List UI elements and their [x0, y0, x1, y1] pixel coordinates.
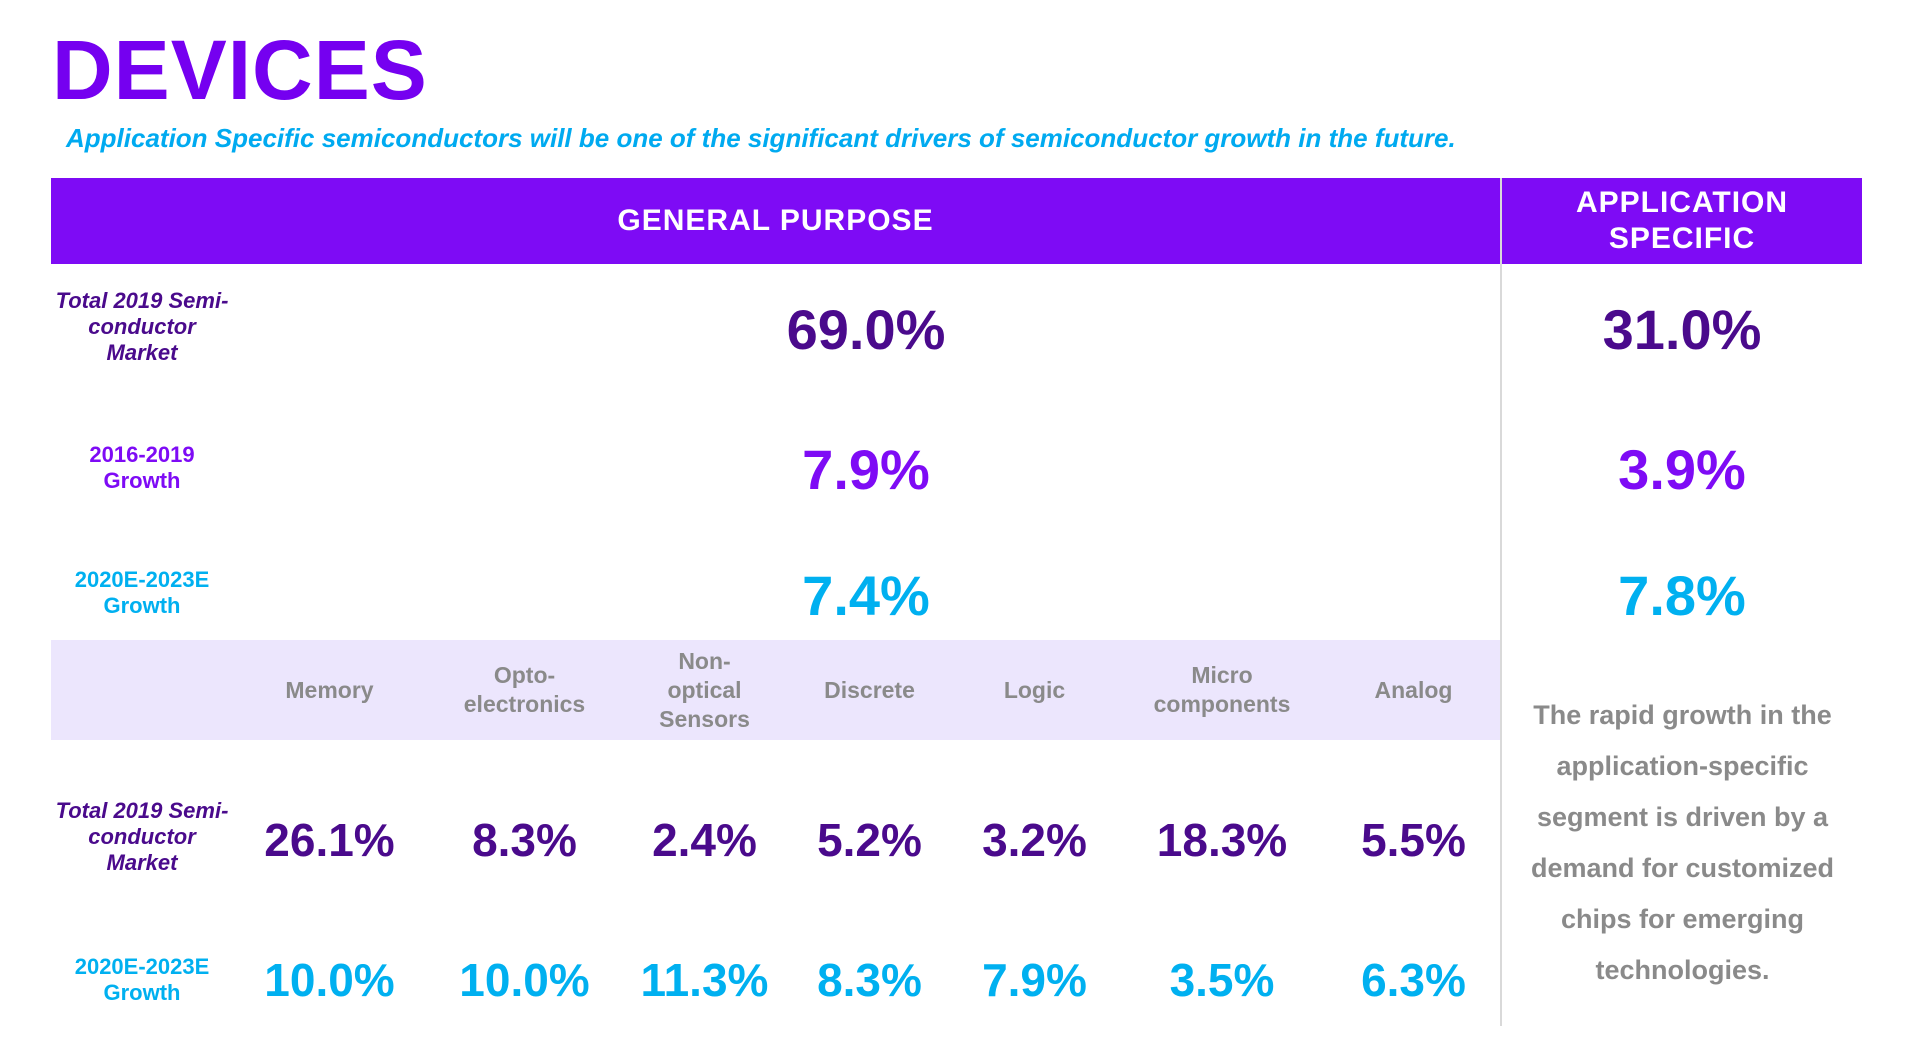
- application-specific-note: The rapid growth in the application-spec…: [1530, 700, 1835, 985]
- column-divider: [1500, 178, 1502, 1026]
- general-total-2019-value: 69.0%: [786, 298, 946, 361]
- memory-total-2019-value: 26.1%: [264, 814, 395, 866]
- page-title: DEVICES: [52, 23, 428, 117]
- general-purpose-header: GENERAL PURPOSE: [51, 178, 1500, 264]
- micro-components-total-2019-value: 18.3%: [1156, 814, 1288, 866]
- detail-row-label-total-2019: Total 2019 Semi-conductor Market: [55, 798, 229, 875]
- non-optical-sensors-growth-value: 11.3%: [640, 954, 769, 1006]
- row-label-growth-2016-2019: 2016-2019 Growth: [89, 442, 195, 493]
- specific-total-2019-value: 31.0%: [1602, 298, 1762, 361]
- general-growth-2016-2019-value: 7.9%: [802, 438, 930, 501]
- analog-total-2019-value: 5.5%: [1361, 814, 1466, 866]
- category-opto-electronics: Opto-electronics: [463, 662, 586, 717]
- specific-growth-2016-2019-value: 3.9%: [1618, 438, 1746, 501]
- specific-growth-2020e-2023e-value: 7.8%: [1618, 564, 1746, 627]
- row-label-growth-2020e-2023e: 2020E-2023E Growth: [74, 567, 210, 618]
- micro-components-growth-value: 3.5%: [1169, 954, 1275, 1006]
- discrete-total-2019-value: 5.2%: [817, 814, 922, 866]
- discrete-growth-value: 8.3%: [817, 954, 922, 1006]
- category-logic: Logic: [1003, 676, 1066, 703]
- application-specific-header: APPLICATION SPECIFIC: [1502, 178, 1862, 264]
- analog-growth-value: 6.3%: [1361, 954, 1466, 1006]
- detail-row-label-growth-2020e-2023e: 2020E-2023E Growth: [74, 954, 210, 1005]
- non-optical-sensors-total-2019-value: 2.4%: [652, 814, 757, 866]
- row-label-total-2019: Total 2019 Semi-conductor Market: [55, 288, 229, 365]
- memory-growth-value: 10.0%: [264, 954, 395, 1006]
- category-micro-components: Micro components: [1153, 662, 1291, 717]
- category-memory: Memory: [285, 676, 374, 703]
- category-analog: Analog: [1374, 676, 1453, 703]
- opto-electronics-growth-value: 10.0%: [459, 954, 590, 1006]
- general-growth-2020e-2023e-value: 7.4%: [802, 564, 930, 627]
- page-subtitle: Application Specific semiconductors will…: [66, 123, 1456, 153]
- category-band: [51, 640, 1500, 740]
- category-non-optical-sensors: Non-optical Sensors: [659, 647, 750, 732]
- category-discrete: Discrete: [824, 676, 915, 703]
- logic-growth-value: 7.9%: [982, 954, 1087, 1006]
- opto-electronics-total-2019-value: 8.3%: [472, 814, 577, 866]
- logic-total-2019-value: 3.2%: [982, 814, 1087, 866]
